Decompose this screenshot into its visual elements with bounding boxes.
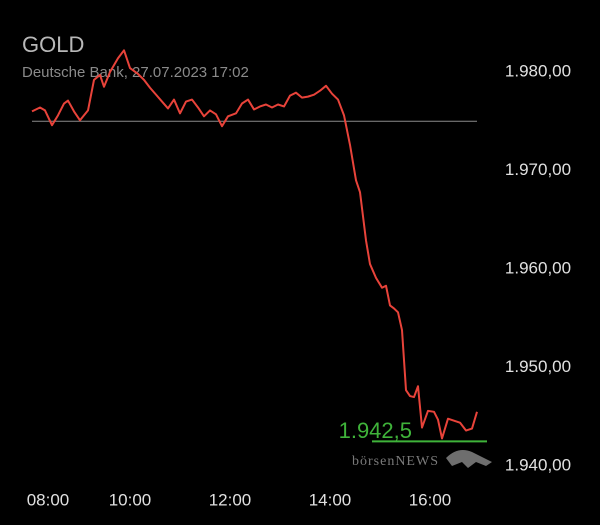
y-tick-label: 1.940,00: [505, 455, 571, 474]
y-tick-label: 1.960,00: [505, 258, 571, 277]
watermark: börsenNEWS: [352, 454, 439, 469]
y-tick-label: 1.950,00: [505, 357, 571, 376]
watermark-logo: [446, 450, 492, 468]
y-tick-label: 1.970,00: [505, 160, 571, 179]
x-tick-label: 08:00: [27, 490, 70, 509]
x-tick-label: 12:00: [209, 490, 252, 509]
x-tick-label: 10:00: [109, 490, 152, 509]
price-line: [31, 49, 478, 440]
x-tick-label: 16:00: [409, 490, 452, 509]
chart-title: GOLD: [22, 32, 84, 57]
last-price-label: 1.942,5: [339, 418, 412, 443]
y-tick-label: 1.980,00: [505, 61, 571, 80]
x-tick-label: 14:00: [309, 490, 352, 509]
